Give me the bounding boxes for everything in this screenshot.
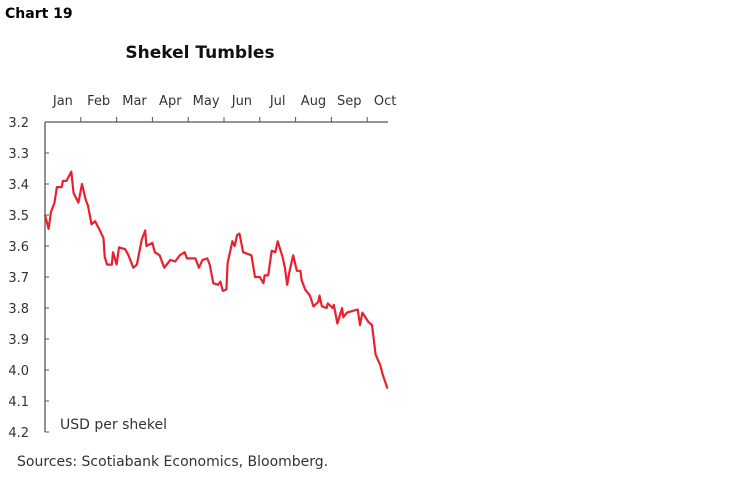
shekel-line-series [43,170,389,389]
y-tick-label: 4.1 [8,395,29,410]
x-tick-label: Mar [122,94,147,109]
y-tick-label: 3.9 [8,333,29,348]
x-tick-label: Sep [337,94,362,109]
x-tick-label: Jun [231,94,252,109]
y-tick-label: 4.2 [8,426,29,441]
y-tick-label: 3.8 [8,302,29,317]
y-tick-label: 3.6 [8,240,29,255]
y-tick-label: 4.0 [8,364,29,379]
y-tick-label: 3.2 [8,116,29,131]
chart-number: Chart 19 [5,6,73,22]
x-tick-label: Feb [87,94,110,109]
x-tick-label: Jul [269,94,286,109]
y-tick-label: 3.3 [8,147,29,162]
y-axis-label: USD per shekel [60,417,167,433]
x-tick-label: Oct [374,94,396,109]
x-tick-label: May [193,94,220,109]
x-tick-label: Jan [52,94,73,109]
y-tick-label: 3.5 [8,209,29,224]
chart-title: Shekel Tumbles [125,43,275,63]
y-tick-label: 3.7 [8,271,29,286]
source-note: Sources: Scotiabank Economics, Bloomberg… [17,454,329,470]
x-tick-label: Aug [301,94,326,109]
y-tick-label: 3.4 [8,178,29,193]
x-tick-label: Apr [159,94,182,109]
